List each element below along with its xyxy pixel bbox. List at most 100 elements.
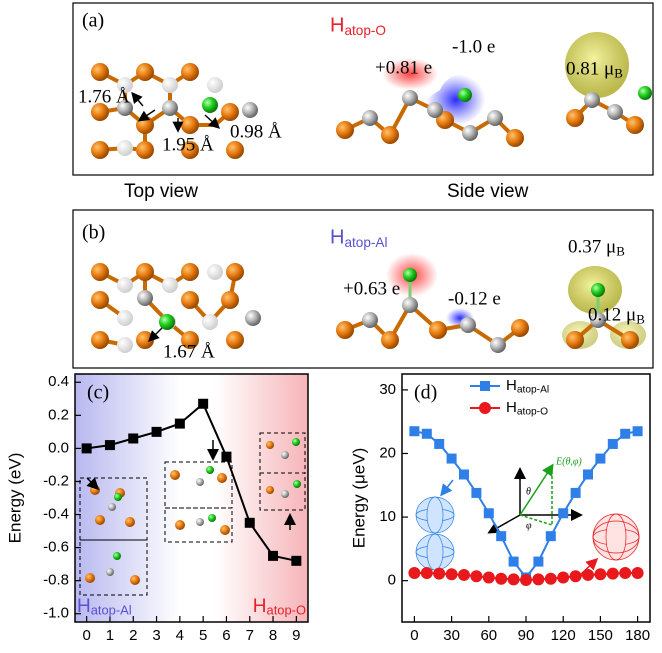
- x-tick-label: 3: [152, 627, 160, 644]
- view-label: Top view: [124, 181, 198, 202]
- y-tick-label: -0.6: [43, 539, 69, 556]
- moment-label: 0.12 μB: [588, 304, 645, 326]
- marker: [632, 426, 643, 437]
- marker: [471, 487, 482, 498]
- y-tick-label: 0.4: [48, 373, 69, 390]
- marker: [174, 418, 185, 429]
- y-tick-label: -0.2: [43, 472, 69, 489]
- moment-label: 0.81 μB: [566, 58, 623, 80]
- view-label: Side view: [447, 181, 529, 202]
- marker: [631, 567, 644, 580]
- marker: [508, 556, 519, 567]
- top-view-a: [91, 63, 258, 159]
- y-tick-label: 10: [379, 508, 396, 525]
- y-axis-label: Energy (eV): [5, 453, 24, 544]
- x-tick-label: 4: [176, 627, 184, 644]
- marker: [533, 556, 544, 567]
- bond-label: 0.98 Å: [230, 121, 282, 142]
- legend-label: Hatop-Al: [506, 377, 549, 395]
- marker: [496, 531, 507, 542]
- y-tick-label: 20: [379, 444, 396, 461]
- bond-label: 1.76 Å: [78, 86, 130, 107]
- top-view-b: [91, 263, 261, 353]
- x-tick-label: 5: [199, 627, 207, 644]
- marker: [569, 570, 582, 583]
- marker: [409, 426, 420, 437]
- marker: [128, 433, 139, 444]
- arrows-a: [131, 91, 221, 133]
- energy-surfaces: [415, 479, 640, 576]
- marker: [244, 517, 255, 528]
- x-tick-label: 1: [106, 627, 114, 644]
- bond-label: 1.67 Å: [163, 341, 215, 362]
- panel-title: Hatop-O: [330, 14, 386, 37]
- marker: [619, 567, 632, 580]
- x-tick-label: 2: [129, 627, 137, 644]
- marker: [151, 426, 162, 437]
- moment-label: 0.37 μB: [568, 236, 625, 258]
- plot-background: [75, 374, 308, 622]
- series-line: [86, 402, 297, 562]
- x-tick-label: 180: [625, 627, 650, 644]
- x-tick-label: 7: [246, 627, 254, 644]
- legend-marker: [479, 402, 491, 414]
- marker: [606, 567, 619, 580]
- y-tick-label: 0.0: [48, 439, 69, 456]
- arrow: [148, 327, 163, 342]
- y-tick-label: -1.0: [43, 605, 69, 622]
- panel-title: Hatop-Al: [330, 226, 388, 249]
- angle-label: θ: [526, 486, 531, 497]
- side-view-a: [336, 32, 652, 147]
- x-tick-label: 6: [222, 627, 230, 644]
- charge-label: -1.0 e: [452, 36, 495, 57]
- angle-inset: [487, 463, 583, 534]
- y-tick-label: -0.8: [43, 572, 69, 589]
- marker: [557, 571, 570, 584]
- inset-atoms: [85, 438, 301, 585]
- pathway-insets: [79, 432, 306, 596]
- marker: [408, 567, 421, 580]
- legend-label: Hatop-O: [506, 399, 548, 417]
- y-tick-label: 0.2: [48, 406, 69, 423]
- x-tick-label: 0: [82, 627, 90, 644]
- marker: [221, 451, 232, 462]
- charge-label: -0.12 e: [448, 288, 501, 309]
- panel-label: (b): [82, 222, 105, 244]
- marker: [507, 573, 520, 586]
- y-tick-label: 0: [388, 572, 396, 589]
- x-tick-label: 0: [410, 627, 418, 644]
- marker: [544, 572, 557, 585]
- panel-frame: [72, 2, 654, 176]
- panel-label: (c): [87, 382, 109, 404]
- x-tick-label: 120: [551, 627, 576, 644]
- marker: [459, 469, 469, 480]
- inset-arrows: [86, 440, 296, 530]
- x-tick-label: 60: [480, 627, 497, 644]
- marker: [421, 428, 432, 439]
- marker: [607, 438, 618, 449]
- x-tick-label: 9: [292, 627, 300, 644]
- y-tick-label: 30: [379, 381, 396, 398]
- x-tick-label: 90: [518, 627, 535, 644]
- marker: [583, 469, 593, 480]
- charge-label: +0.81 e: [375, 57, 432, 78]
- angle-label: φ: [526, 520, 532, 531]
- marker: [595, 453, 606, 464]
- marker: [582, 568, 594, 581]
- marker: [520, 574, 532, 587]
- panel-label: (a): [82, 10, 104, 32]
- marker: [620, 428, 631, 439]
- x-tick-label: 8: [269, 627, 277, 644]
- marker: [482, 571, 495, 584]
- side-view-b: [336, 253, 646, 353]
- x-tick-label: 30: [443, 627, 460, 644]
- marker: [446, 453, 457, 464]
- marker: [291, 555, 302, 566]
- marker: [570, 487, 581, 498]
- marker: [532, 573, 545, 586]
- marker: [268, 550, 279, 561]
- x-tick-label: 150: [588, 627, 613, 644]
- marker: [495, 572, 508, 585]
